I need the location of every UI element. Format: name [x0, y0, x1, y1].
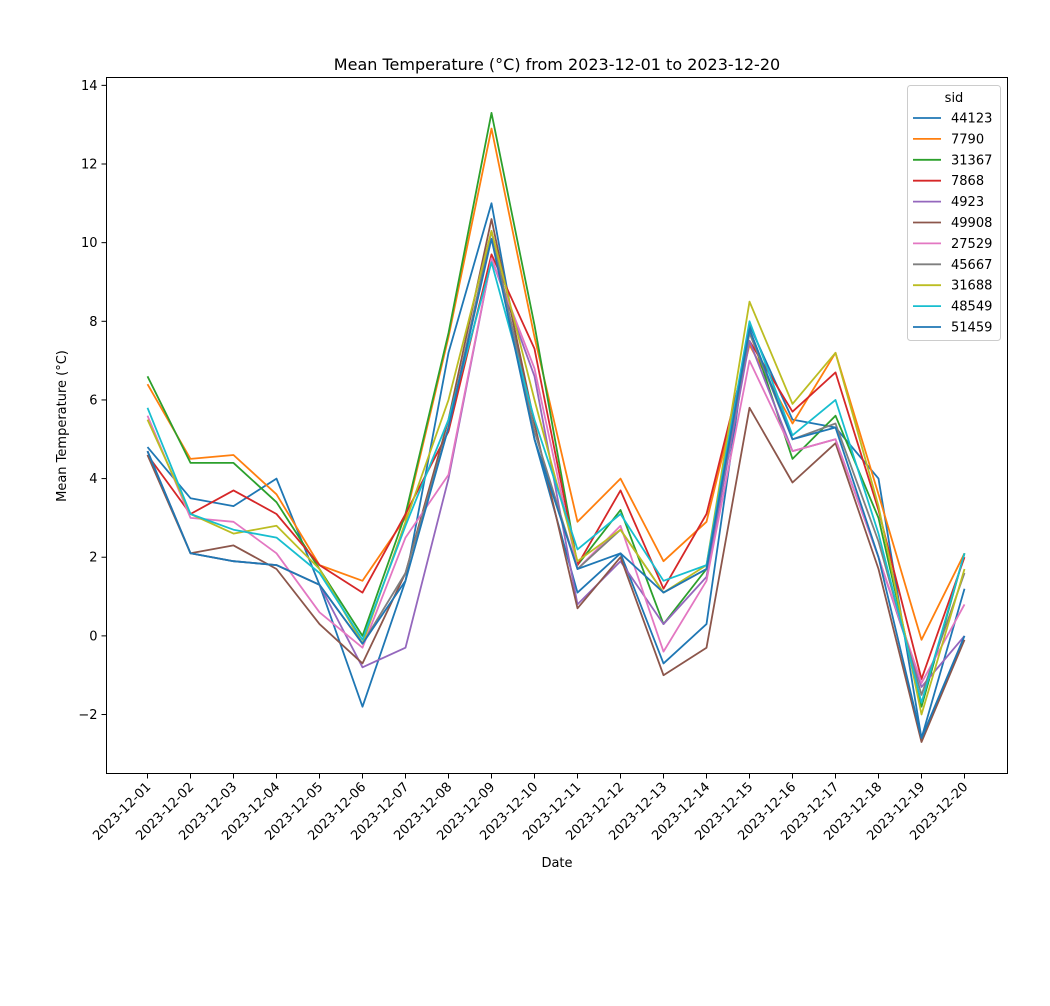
- legend-items: 44123 7790 31367 7868 4923 49908 27529 45667 316…: [913, 112, 992, 336]
- y-axis-title: Mean Temperature (°C): [55, 350, 70, 502]
- y-tick-label: 6: [89, 393, 97, 408]
- series-line-27529: [146, 257, 966, 684]
- y-tick-label: 10: [81, 236, 98, 251]
- x-axis: 2023-12-012023-12-022023-12-032023-12-04…: [90, 773, 971, 844]
- legend-entry-31367: 31367: [951, 153, 992, 168]
- series-layer: [146, 112, 966, 743]
- legend-title: sid: [945, 91, 964, 106]
- y-tick-label: 8: [89, 315, 97, 330]
- x-axis-title: Date: [541, 856, 572, 871]
- legend: sid 44123 7790 31367 7868 4923 49908 27529 4566…: [907, 85, 1001, 341]
- chart-title: Mean Temperature (°C) from 2023-12-01 to…: [334, 55, 780, 74]
- legend-entry-51459: 51459: [951, 321, 992, 336]
- legend-entry-7868: 7868: [951, 174, 984, 189]
- legend-entry-49908: 49908: [951, 216, 992, 231]
- y-axis: −2 0 2 4 6 8 10 12 14: [78, 79, 107, 723]
- series-line-7868: [146, 253, 966, 680]
- series-line-51459: [146, 237, 966, 739]
- series-line-48549: [146, 261, 966, 704]
- legend-entry-31688: 31688: [951, 279, 992, 294]
- legend-entry-7790: 7790: [951, 132, 984, 147]
- legend-entry-4923: 4923: [951, 195, 984, 210]
- y-tick-label: 14: [81, 79, 98, 94]
- plot-frame: [106, 77, 1008, 774]
- y-tick-label: 0: [89, 629, 97, 644]
- y-tick-label: −2: [78, 708, 97, 723]
- series-line-7790: [146, 127, 966, 641]
- legend-box: [907, 85, 1001, 341]
- series-line-31367: [146, 112, 966, 708]
- y-tick-label: 12: [81, 158, 98, 173]
- legend-entry-44123: 44123: [951, 112, 992, 127]
- y-tick-label: 2: [89, 551, 97, 566]
- series-line-31688: [146, 229, 966, 716]
- legend-entry-27529: 27529: [951, 237, 992, 252]
- series-line-49908: [146, 218, 966, 743]
- legend-entry-45667: 45667: [951, 258, 992, 273]
- y-tick-label: 4: [89, 472, 97, 487]
- legend-entry-48549: 48549: [951, 300, 992, 315]
